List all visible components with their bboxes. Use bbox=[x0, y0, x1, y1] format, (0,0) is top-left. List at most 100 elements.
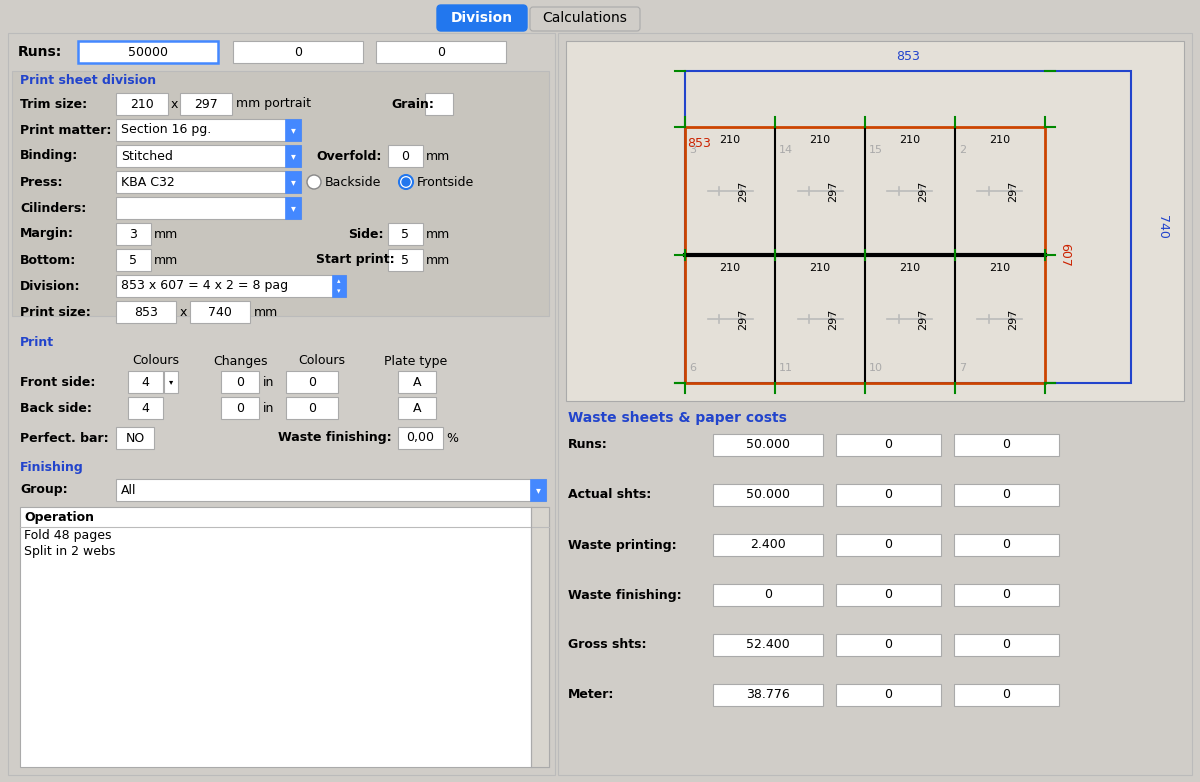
Text: 3: 3 bbox=[689, 145, 696, 155]
Text: 210: 210 bbox=[899, 135, 920, 145]
Text: Back side:: Back side: bbox=[20, 401, 92, 414]
Text: A: A bbox=[413, 375, 421, 389]
Bar bbox=[954, 584, 1060, 606]
Text: 210: 210 bbox=[130, 98, 154, 110]
Text: 0: 0 bbox=[294, 45, 302, 59]
Bar bbox=[713, 484, 823, 506]
Bar bbox=[685, 127, 1045, 383]
Bar bbox=[836, 534, 941, 556]
Bar bbox=[286, 119, 301, 141]
Bar bbox=[954, 534, 1060, 556]
Text: 4: 4 bbox=[142, 401, 150, 414]
Text: 38.776: 38.776 bbox=[746, 688, 790, 701]
Text: 0: 0 bbox=[1002, 638, 1010, 651]
Text: 0: 0 bbox=[764, 589, 772, 601]
Bar bbox=[116, 223, 151, 245]
Text: 0: 0 bbox=[1002, 539, 1010, 551]
Text: mm: mm bbox=[254, 306, 278, 318]
Bar bbox=[713, 634, 823, 656]
Bar bbox=[116, 275, 346, 297]
Bar bbox=[116, 145, 301, 167]
Text: 0: 0 bbox=[884, 539, 893, 551]
Text: 0: 0 bbox=[1002, 589, 1010, 601]
Bar bbox=[286, 397, 338, 419]
Text: 5: 5 bbox=[402, 228, 409, 241]
FancyBboxPatch shape bbox=[530, 7, 640, 31]
Text: 0: 0 bbox=[236, 401, 244, 414]
Text: 0: 0 bbox=[884, 489, 893, 501]
Text: mm: mm bbox=[154, 253, 179, 267]
Text: 0: 0 bbox=[884, 439, 893, 451]
Text: Print sheet division: Print sheet division bbox=[20, 74, 156, 88]
Text: 297: 297 bbox=[739, 308, 749, 330]
Bar bbox=[116, 427, 154, 449]
Text: Runs:: Runs: bbox=[568, 439, 607, 451]
Text: Calculations: Calculations bbox=[542, 11, 628, 25]
Text: ▾: ▾ bbox=[535, 485, 540, 495]
Text: Split in 2 webs: Split in 2 webs bbox=[24, 544, 115, 558]
Bar bbox=[332, 275, 346, 297]
Text: Side:: Side: bbox=[348, 228, 384, 241]
Bar bbox=[398, 371, 436, 393]
Bar bbox=[836, 684, 941, 706]
Bar bbox=[836, 634, 941, 656]
Text: ▴: ▴ bbox=[337, 278, 341, 284]
Text: Print matter:: Print matter: bbox=[20, 124, 112, 137]
Bar bbox=[836, 484, 941, 506]
Text: 210: 210 bbox=[899, 263, 920, 273]
Text: Bottom:: Bottom: bbox=[20, 253, 77, 267]
Text: 52.400: 52.400 bbox=[746, 638, 790, 651]
Text: 297: 297 bbox=[918, 308, 929, 330]
Text: 740: 740 bbox=[1156, 215, 1169, 239]
Bar bbox=[180, 93, 232, 115]
Bar bbox=[12, 71, 550, 316]
Bar bbox=[116, 93, 168, 115]
Text: Runs:: Runs: bbox=[18, 45, 62, 59]
Text: ▾: ▾ bbox=[337, 288, 341, 294]
Text: 210: 210 bbox=[720, 263, 740, 273]
Bar bbox=[713, 534, 823, 556]
Text: KBA C32: KBA C32 bbox=[121, 175, 175, 188]
Text: Colours: Colours bbox=[299, 354, 346, 368]
Bar bbox=[388, 145, 424, 167]
Bar bbox=[713, 434, 823, 456]
Text: Waste printing:: Waste printing: bbox=[568, 539, 677, 551]
Text: 297: 297 bbox=[918, 181, 929, 202]
Text: 0: 0 bbox=[884, 688, 893, 701]
Bar bbox=[388, 223, 424, 245]
Text: 0: 0 bbox=[884, 589, 893, 601]
Text: Waste finishing:: Waste finishing: bbox=[568, 589, 682, 601]
Text: Group:: Group: bbox=[20, 483, 67, 497]
FancyBboxPatch shape bbox=[437, 5, 527, 31]
Text: Trim size:: Trim size: bbox=[20, 98, 88, 110]
Text: Colours: Colours bbox=[132, 354, 180, 368]
Bar bbox=[388, 249, 424, 271]
Bar bbox=[221, 397, 259, 419]
Text: Stitched: Stitched bbox=[121, 149, 173, 163]
Text: x: x bbox=[172, 98, 179, 110]
Bar bbox=[128, 371, 163, 393]
Bar bbox=[398, 427, 443, 449]
Text: 0: 0 bbox=[402, 149, 409, 163]
Bar bbox=[954, 434, 1060, 456]
Text: 297: 297 bbox=[828, 181, 839, 202]
Bar bbox=[116, 479, 546, 501]
Text: Start print:: Start print: bbox=[316, 253, 395, 267]
Text: ▾: ▾ bbox=[169, 378, 173, 386]
Text: NO: NO bbox=[125, 432, 145, 444]
Bar bbox=[530, 479, 546, 501]
Text: Frontside: Frontside bbox=[418, 175, 474, 188]
Text: in: in bbox=[263, 375, 275, 389]
Text: 11: 11 bbox=[779, 363, 793, 373]
Bar bbox=[221, 371, 259, 393]
Text: Binding:: Binding: bbox=[20, 149, 78, 163]
Text: 210: 210 bbox=[810, 263, 830, 273]
Text: Fold 48 pages: Fold 48 pages bbox=[24, 529, 112, 541]
Text: 3: 3 bbox=[130, 228, 138, 241]
Text: 210: 210 bbox=[810, 135, 830, 145]
Text: Print size:: Print size: bbox=[20, 306, 91, 318]
Text: Front side:: Front side: bbox=[20, 375, 95, 389]
Text: Meter:: Meter: bbox=[568, 688, 614, 701]
Text: 0: 0 bbox=[308, 375, 316, 389]
Bar bbox=[954, 484, 1060, 506]
